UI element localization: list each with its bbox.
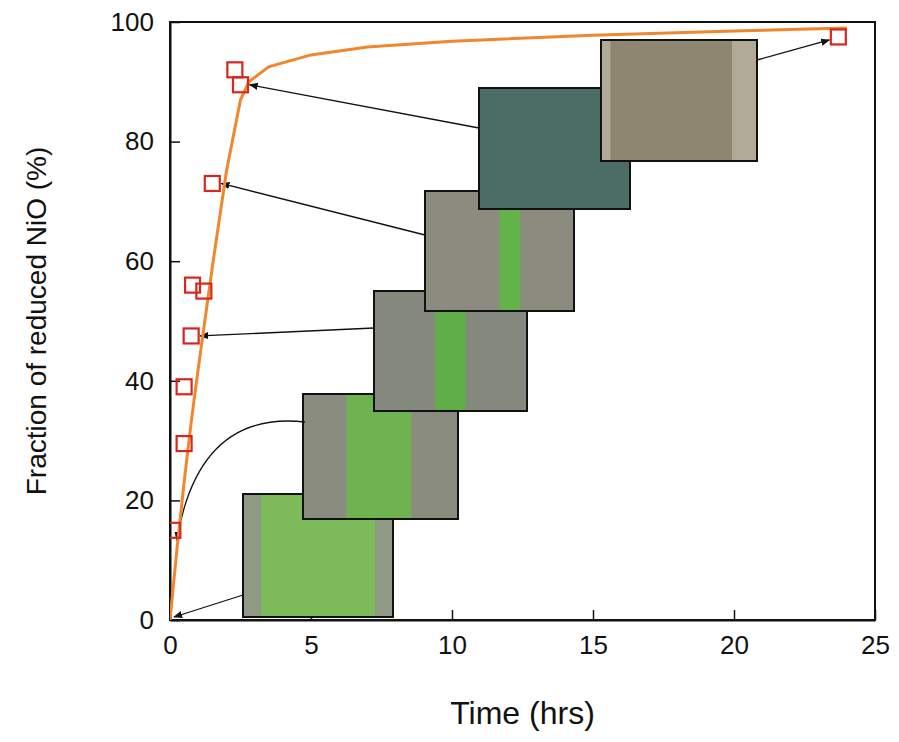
data-point	[184, 328, 199, 343]
y-tick-label: 80	[125, 126, 154, 156]
chart: 0 5 10 15 20 25 0 20 40 60 80 100 Time (hrs) Fraction…	[0, 0, 899, 742]
x-tick-label: 10	[438, 630, 467, 660]
x-tick-label: 15	[579, 630, 608, 660]
data-point	[177, 379, 192, 394]
pointer-arrow	[250, 85, 480, 128]
x-axis-line	[171, 620, 876, 622]
data-point	[227, 62, 242, 77]
pointer-arrow	[757, 40, 829, 60]
photo-background	[303, 394, 458, 519]
plot-marks	[170, 28, 847, 620]
photo-sample	[610, 40, 732, 161]
x-tick-label: 5	[304, 630, 318, 660]
inset-photo	[303, 394, 458, 519]
pointer-arrow	[200, 328, 374, 336]
data-point	[233, 77, 248, 92]
x-tick-label: 25	[861, 630, 890, 660]
x-tick: 20	[720, 610, 749, 660]
y-tick: 80	[125, 126, 180, 156]
x-axis-title: Time (hrs)	[450, 695, 595, 731]
y-tick-mark	[170, 22, 180, 24]
y-tick-label: 60	[125, 246, 154, 276]
photo-border	[601, 40, 757, 161]
photo-sample	[346, 394, 411, 519]
inset-photos	[243, 40, 757, 617]
y-tick-mark	[170, 500, 180, 502]
data-point	[831, 29, 846, 44]
y-tick-label: 0	[140, 605, 154, 635]
y-tick-mark	[170, 141, 180, 143]
y-tick-mark	[170, 381, 180, 383]
x-tick: 15	[579, 610, 608, 660]
data-point	[185, 278, 200, 293]
data-point	[205, 176, 220, 191]
y-tick: 100	[111, 7, 180, 37]
x-tick-mark	[593, 610, 595, 620]
x-tick-label: 20	[720, 630, 749, 660]
data-point	[170, 523, 180, 538]
y-tick: 20	[125, 485, 180, 515]
x-tick-mark	[875, 610, 877, 620]
y-tick-label: 20	[125, 485, 154, 515]
y-tick-label: 100	[111, 7, 154, 37]
data-point	[177, 436, 192, 451]
y-tick: 40	[125, 366, 180, 396]
y-axis-title: Fraction of reduced NiO (%)	[21, 147, 52, 496]
x-tick: 10	[438, 610, 467, 660]
photo-background	[601, 40, 757, 161]
y-axis-line	[170, 23, 172, 621]
fit-line	[170, 28, 847, 620]
y-tick-mark	[170, 261, 180, 263]
x-tick-mark	[452, 610, 454, 620]
photo-border	[303, 394, 458, 519]
plot-frame	[170, 22, 875, 620]
inset-photo	[601, 40, 757, 161]
pointer-arrow	[174, 595, 243, 617]
pointer-arrow	[177, 421, 305, 540]
y-tick-label: 40	[125, 366, 154, 396]
x-tick-mark	[734, 610, 736, 620]
y-tick: 0	[140, 605, 180, 635]
data-point	[196, 284, 211, 299]
y-tick: 60	[125, 246, 180, 276]
pointer-arrow	[221, 183, 425, 235]
x-tick-label: 0	[163, 630, 177, 660]
x-tick: 25	[861, 610, 890, 660]
y-axis: 0 20 40 60 80 100	[111, 7, 180, 635]
